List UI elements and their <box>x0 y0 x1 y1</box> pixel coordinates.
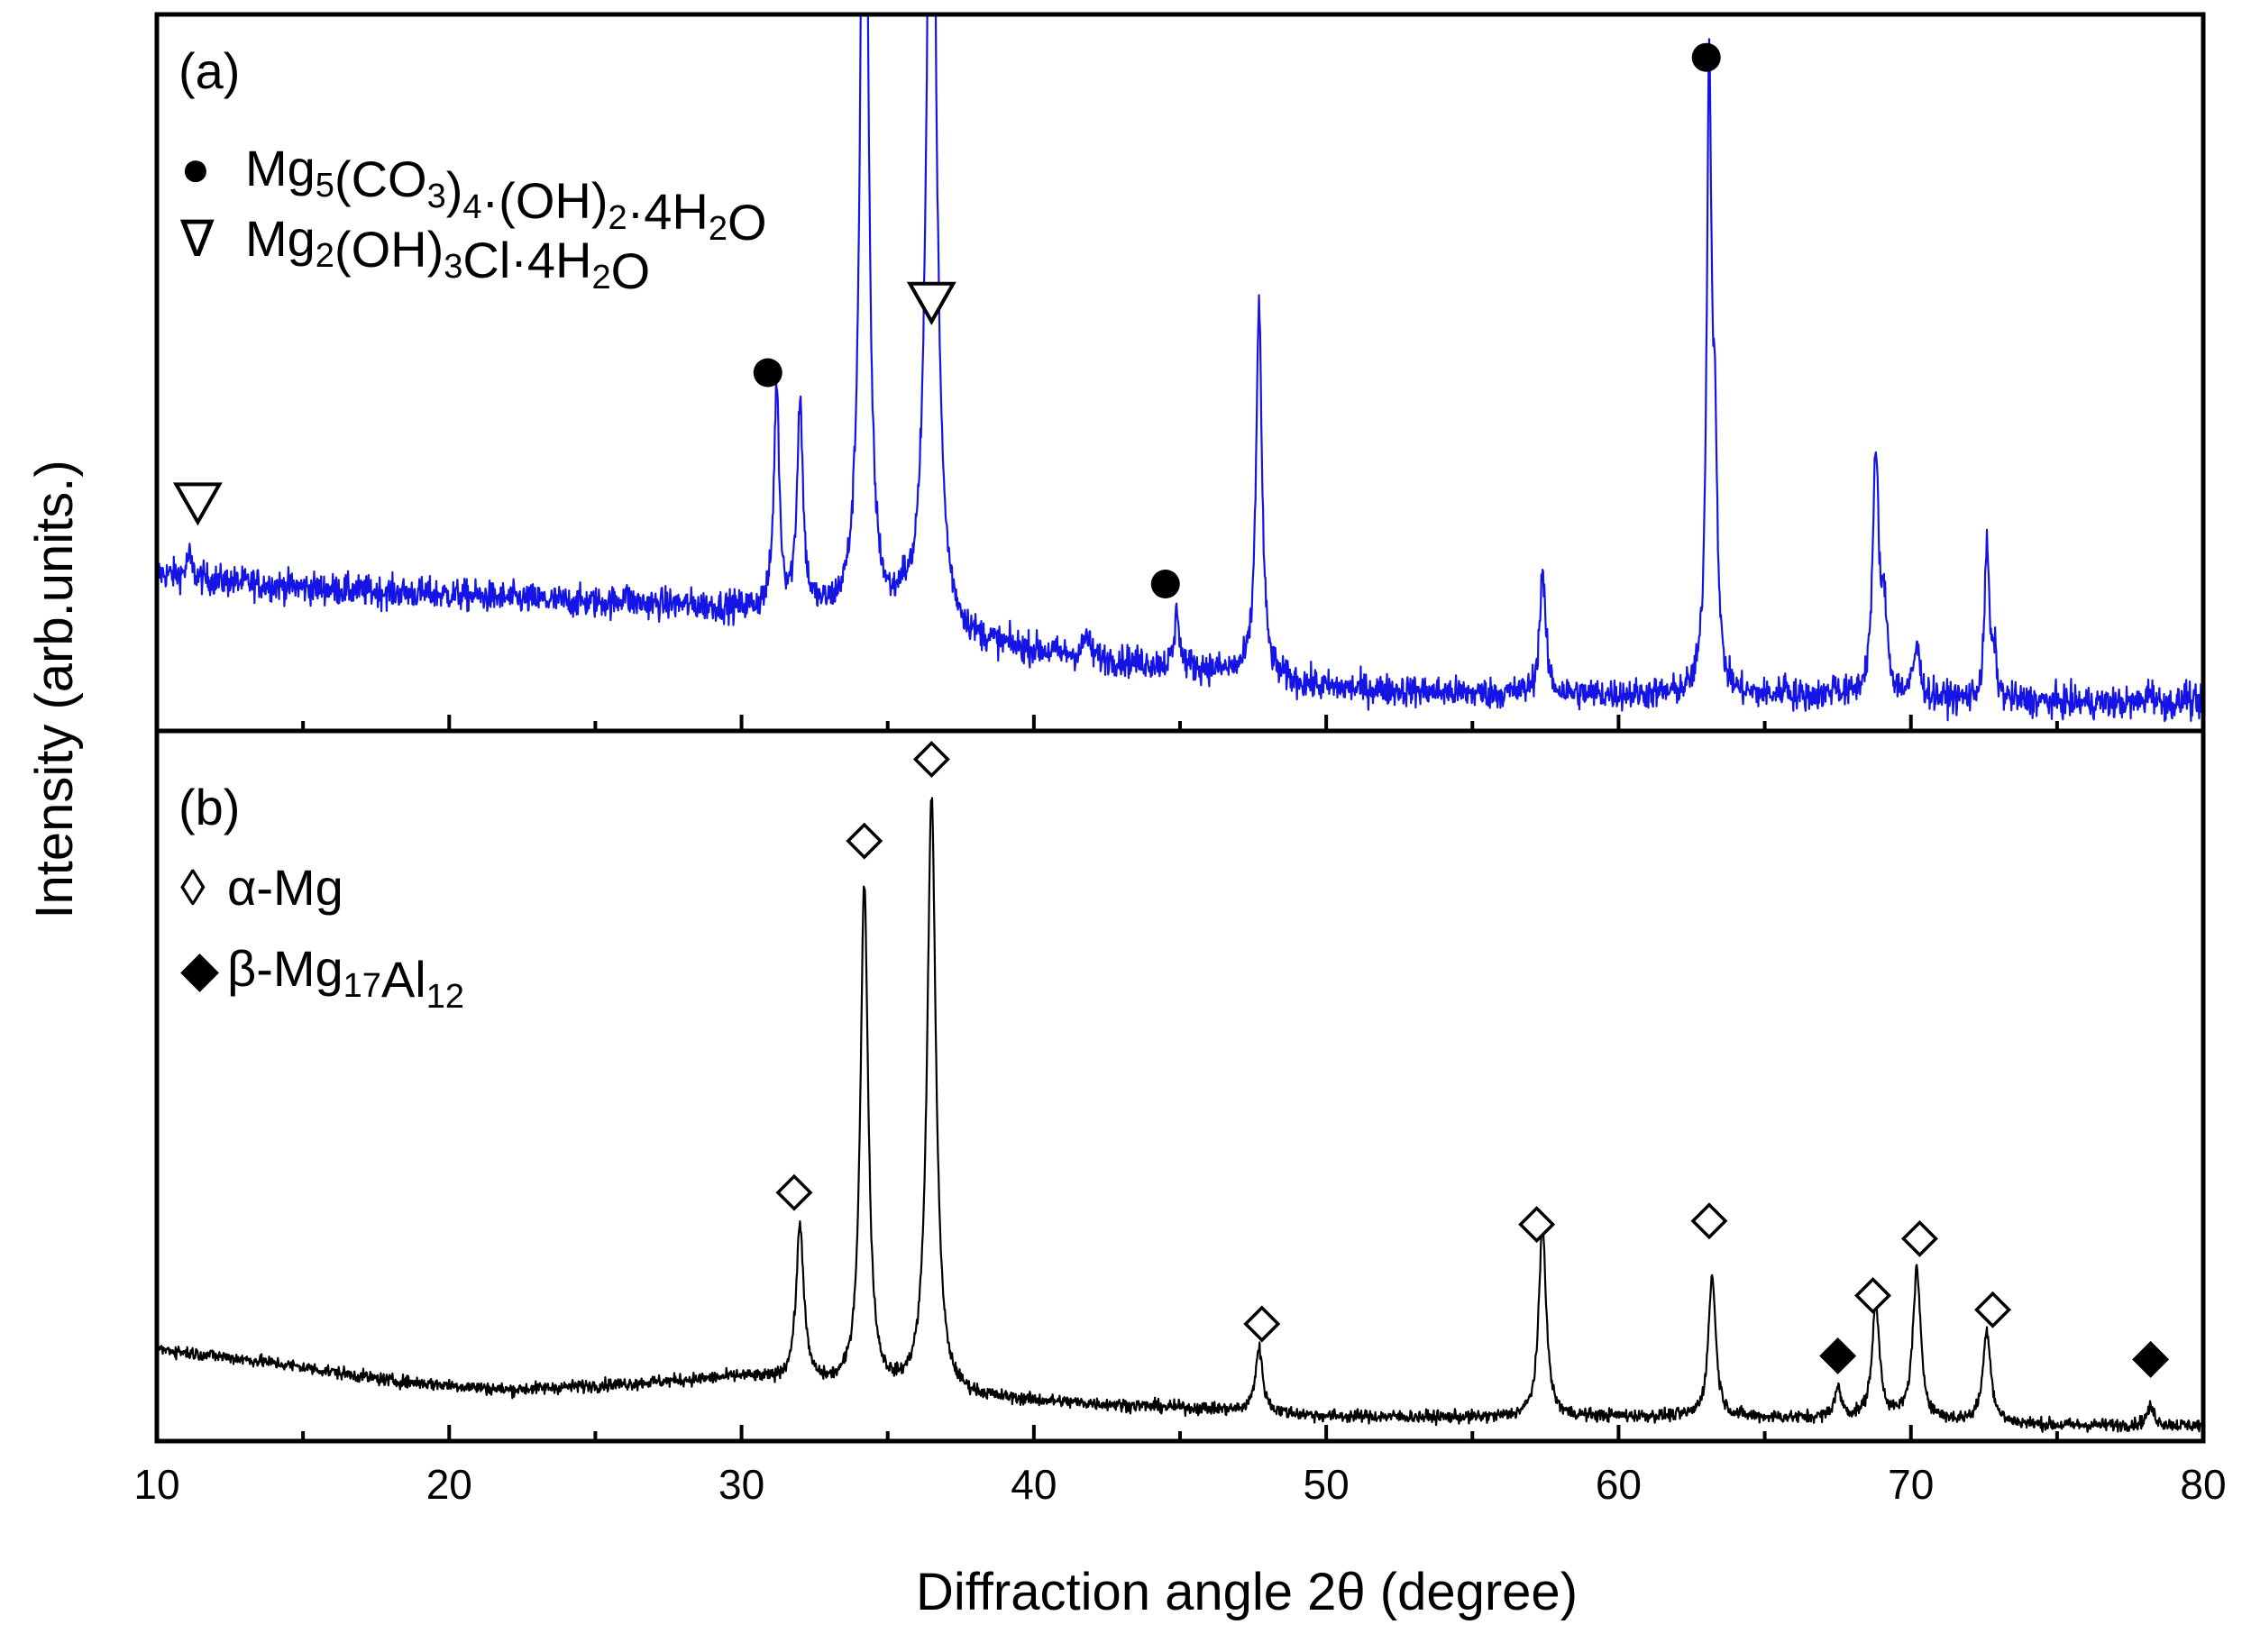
x-tick-label-60: 60 <box>1596 1461 1642 1508</box>
x-tick-label-70: 70 <box>1888 1461 1934 1508</box>
legend-text-a-0: Mg5(CO3)4·(OH)2·4H2O <box>245 140 767 251</box>
trace-a <box>157 16 2203 723</box>
legend-symbol-b-1: ◆ <box>180 940 219 997</box>
x-axis-title: Diffraction angle 2θ (degree) <box>916 1563 1578 1621</box>
peak-marker-b-3 <box>1243 1305 1281 1343</box>
peak-marker-b-7 <box>1854 1276 1892 1314</box>
x-tick-label-40: 40 <box>1011 1461 1057 1508</box>
legend-symbol-a-1: ∇ <box>179 210 215 267</box>
legend-text-b-0: α-Mg <box>227 859 343 916</box>
peak-marker-b-5 <box>1690 1202 1728 1240</box>
panel-label-a: (a) <box>178 42 240 99</box>
x-tick-label-50: 50 <box>1304 1461 1350 1508</box>
peak-marker-b-6 <box>1819 1337 1857 1374</box>
peak-marker-b-10 <box>2132 1340 2170 1378</box>
peak-marker-b-2 <box>912 741 950 778</box>
legend-text-a-1: Mg2(OH)3Cl·4H2O <box>245 210 650 299</box>
peak-marker-a-2 <box>906 281 956 325</box>
trace-b <box>157 797 2203 1433</box>
x-tick-label-30: 30 <box>718 1461 764 1508</box>
peak-marker-b-1 <box>846 822 883 860</box>
y-axis-title: Intensity (arb.units.) <box>25 460 84 918</box>
panel-frame-b <box>154 728 2206 1444</box>
panel-b: (b) ◊ α-Mg◆ β-Mg17Al12 <box>157 741 2203 1433</box>
peak-marker-a-3 <box>1150 570 1180 599</box>
peak-marker-a-0 <box>172 482 223 526</box>
legend-symbol-b-0: ◊ <box>180 859 206 916</box>
peak-marker-a-1 <box>753 358 782 388</box>
legend-symbol-a-0: ● <box>180 140 211 196</box>
legend-text-b-1: β-Mg17Al12 <box>227 940 464 1016</box>
panel-label-b: (b) <box>178 779 240 835</box>
panels-layer: (a) ● Mg5(CO3)4·(OH)2·4H2O ∇ Mg2(OH)3Cl·4H2O… <box>157 16 2203 1433</box>
x-axis: 10 20 30 40 50 60 70 80 <box>133 715 2227 1508</box>
peak-marker-b-0 <box>775 1173 813 1211</box>
x-tick-label-10: 10 <box>133 1461 179 1508</box>
peak-marker-b-4 <box>1518 1206 1556 1244</box>
x-tick-label-80: 80 <box>2180 1461 2226 1508</box>
peak-marker-b-8 <box>1900 1219 1938 1257</box>
peak-marker-a-4 <box>1691 42 1721 72</box>
x-tick-label-20: 20 <box>426 1461 472 1508</box>
panel-a: (a) ● Mg5(CO3)4·(OH)2·4H2O ∇ Mg2(OH)3Cl·4H2O <box>157 16 2203 723</box>
panel-frame-a <box>154 12 2206 734</box>
peak-marker-b-9 <box>1974 1291 2011 1328</box>
